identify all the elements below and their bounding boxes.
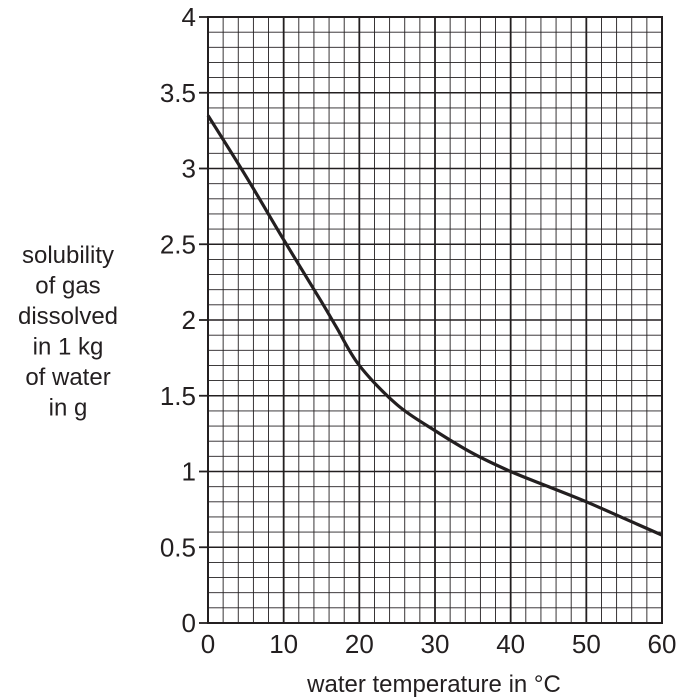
x-tick-label: 40 bbox=[496, 629, 525, 659]
y-axis-label: solubility of gas dissolved in 1 kg of water… bbox=[18, 242, 118, 422]
x-axis-label: water temperature in °C bbox=[306, 671, 561, 698]
y-tick-label: 3 bbox=[182, 154, 196, 184]
y-tick-label: 1 bbox=[182, 457, 196, 487]
series-layer bbox=[206, 114, 663, 537]
y-tick-label: 0.5 bbox=[160, 532, 196, 562]
x-tick-label: 10 bbox=[269, 629, 298, 659]
y-tick-label: 3.5 bbox=[160, 78, 196, 108]
x-tick-labels: 0 10 20 30 40 50 60 bbox=[201, 629, 677, 659]
axes bbox=[199, 16, 663, 624]
x-tick-label: 20 bbox=[345, 629, 374, 659]
y-tick-label: 0 bbox=[182, 608, 196, 638]
y-axis-label-line: in g bbox=[49, 395, 88, 422]
y-axis-label-line: of gas bbox=[35, 273, 100, 300]
x-tick-label: 30 bbox=[421, 629, 450, 659]
x-tick-label: 60 bbox=[648, 629, 677, 659]
y-axis-label-line: dissolved bbox=[18, 303, 118, 330]
y-axis-label-line: of water bbox=[25, 364, 110, 391]
y-axis-label-line: solubility bbox=[22, 242, 114, 269]
y-tick-labels: 0 0.5 1 1.5 2 2.5 3 3.5 4 bbox=[160, 2, 196, 638]
y-axis-label-line: in 1 kg bbox=[33, 334, 104, 361]
x-tick-label: 50 bbox=[572, 629, 601, 659]
y-tick-label: 1.5 bbox=[160, 381, 196, 411]
y-tick-label: 4 bbox=[182, 2, 196, 32]
x-tick-label: 0 bbox=[201, 629, 215, 659]
y-tick-label: 2.5 bbox=[160, 229, 196, 259]
solubility-curve bbox=[206, 114, 663, 537]
y-tick-label: 2 bbox=[182, 305, 196, 335]
